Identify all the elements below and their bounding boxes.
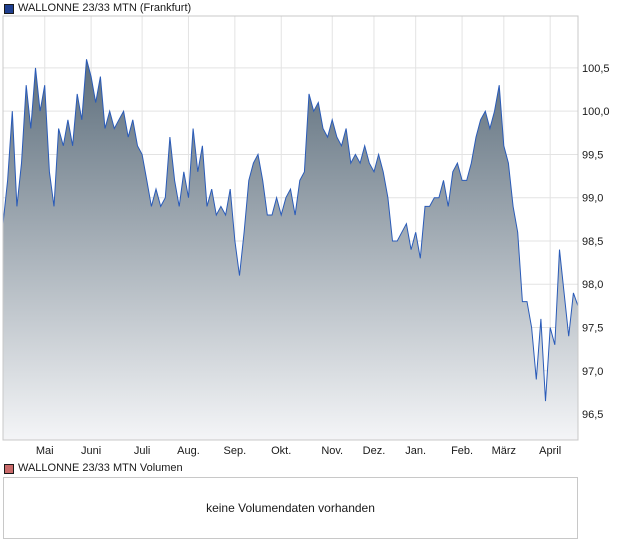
x-tick-label: März xyxy=(492,445,516,457)
x-axis: Mai Juni Juli Aug. Sep. Okt. Nov. Dez. Jan. Feb. M… xyxy=(36,445,561,457)
x-tick-label: Jan. xyxy=(405,445,426,457)
price-chart: 96,5 97,0 97,5 98,0 98,5 99,0 99,5 100,0 100,5 M… xyxy=(2,15,610,457)
volume-legend: WALLONNE 23/33 MTN Volumen xyxy=(4,462,183,475)
y-tick-label: 99,0 xyxy=(582,193,603,205)
x-tick-label: Aug. xyxy=(177,445,200,457)
x-tick-label: April xyxy=(539,445,561,457)
y-tick-label: 100,5 xyxy=(582,63,610,75)
y-tick-label: 98,0 xyxy=(582,279,603,291)
x-tick-label: Feb. xyxy=(451,445,473,457)
x-tick-label: Mai xyxy=(36,445,54,457)
plot-frame xyxy=(2,15,579,441)
price-area xyxy=(3,59,578,441)
y-tick-label: 97,5 xyxy=(582,323,603,335)
price-line xyxy=(2,59,579,402)
price-legend: WALLONNE 23/33 MTN (Frankfurt) xyxy=(4,2,191,15)
y-tick-label: 99,5 xyxy=(582,149,603,161)
x-tick-label: Juli xyxy=(134,445,151,457)
y-axis: 96,5 97,0 97,5 98,0 98,5 99,0 99,5 100,0 100,5 xyxy=(582,63,610,421)
price-legend-label: WALLONNE 23/33 MTN (Frankfurt) xyxy=(18,2,192,14)
x-tick-label: Dez. xyxy=(363,445,386,457)
y-tick-label: 96,5 xyxy=(582,409,603,421)
y-tick-label: 97,0 xyxy=(582,366,603,378)
price-legend-swatch xyxy=(4,3,14,14)
y-tick-label: 100,0 xyxy=(582,106,610,118)
x-tick-label: Nov. xyxy=(321,445,343,457)
x-tick-label: Sep. xyxy=(224,445,247,457)
volume-panel: keine Volumendaten vorhanden xyxy=(3,477,578,539)
x-tick-label: Okt. xyxy=(271,445,291,457)
x-tick-label: Juni xyxy=(81,445,101,457)
volume-legend-swatch xyxy=(4,463,14,474)
no-volume-message: keine Volumendaten vorhanden xyxy=(206,501,375,515)
y-tick-label: 98,5 xyxy=(582,236,603,248)
volume-legend-label: WALLONNE 23/33 MTN Volumen xyxy=(18,462,183,474)
